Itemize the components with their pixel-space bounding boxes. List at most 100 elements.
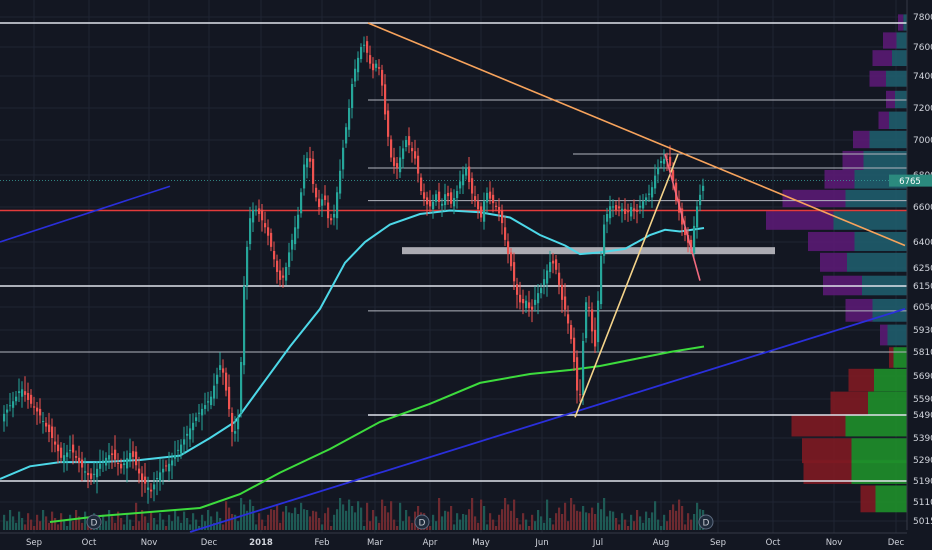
volume-bar xyxy=(516,518,519,530)
candle-body xyxy=(588,307,591,309)
profile-sell-bar xyxy=(880,324,888,346)
candle-body xyxy=(78,457,81,463)
candle-body xyxy=(309,158,312,162)
volume-bar xyxy=(57,524,60,530)
candle-body xyxy=(630,207,633,217)
price-tick-label: 5390 xyxy=(913,434,932,444)
price-tick-label: 5690 xyxy=(913,372,932,382)
volume-bar xyxy=(378,522,381,530)
candle-body xyxy=(198,412,201,414)
candle-body xyxy=(414,151,417,159)
volume-bar xyxy=(186,518,189,530)
volume-bar xyxy=(75,510,78,530)
volume-bar xyxy=(363,526,366,530)
volume-bar xyxy=(462,514,465,530)
candle-body xyxy=(615,205,618,211)
candle-body xyxy=(645,197,648,202)
volume-bar xyxy=(615,518,618,530)
candle-body xyxy=(321,199,324,206)
time-tick-label: Sep xyxy=(26,538,42,548)
candle-body xyxy=(102,460,105,462)
candle-body xyxy=(261,209,264,221)
volume-bar xyxy=(384,506,387,530)
candle-body xyxy=(576,357,579,391)
candle-body xyxy=(459,181,462,189)
candle-body xyxy=(84,471,87,473)
candle-body xyxy=(171,460,174,466)
trendline xyxy=(0,185,171,243)
candle-body xyxy=(18,391,21,394)
candle-body xyxy=(612,206,615,208)
candle-body xyxy=(21,389,24,397)
price-tick-label: 7200 xyxy=(913,104,932,114)
volume-bar xyxy=(618,524,621,530)
candle-body xyxy=(540,288,543,294)
trendlines xyxy=(0,22,906,533)
volume-bar xyxy=(153,518,156,530)
volume-bar xyxy=(567,521,570,530)
candle-body xyxy=(186,433,189,436)
candle-body xyxy=(96,468,99,478)
profile-sell-bar xyxy=(820,252,847,272)
volume-bar xyxy=(564,502,567,530)
candle-body xyxy=(222,368,225,373)
price-tick-label: 7800 xyxy=(913,13,932,23)
price-tick-label: 6050 xyxy=(913,303,932,313)
candle-body xyxy=(285,266,288,281)
candle-body xyxy=(75,456,78,458)
candle-body xyxy=(636,209,639,212)
candle-body xyxy=(327,202,330,219)
candle-body xyxy=(255,209,258,212)
time-tick-label: Oct xyxy=(82,538,97,548)
profile-sell-bar xyxy=(808,231,855,252)
candle-body xyxy=(654,175,657,189)
candle-body xyxy=(600,255,603,305)
candle-body xyxy=(537,293,540,304)
volume-bar xyxy=(105,521,108,530)
candle-body xyxy=(9,405,12,407)
candle-body xyxy=(495,205,498,207)
candle-body xyxy=(648,193,651,195)
volume-bar xyxy=(501,509,504,530)
volume-bar xyxy=(198,526,201,530)
candle-body xyxy=(318,198,321,207)
profile-buy-bar xyxy=(889,111,907,129)
profile-sell-bar xyxy=(766,211,834,230)
candle-body xyxy=(81,459,84,468)
candle-body xyxy=(483,201,486,222)
volume-bar xyxy=(498,514,501,530)
volume-bar xyxy=(276,504,279,530)
candle-body xyxy=(699,194,702,206)
candle-body xyxy=(432,201,435,210)
price-tick-label: 5190 xyxy=(913,477,932,487)
candle-body xyxy=(42,420,45,422)
candle-body xyxy=(288,252,291,267)
candle-body xyxy=(561,284,564,300)
candle-body xyxy=(24,391,27,395)
volume-bar xyxy=(528,526,531,530)
candle-body xyxy=(294,227,297,245)
candle-body xyxy=(195,417,198,421)
candle-body xyxy=(399,157,402,173)
candle-body xyxy=(429,200,432,207)
candle-body xyxy=(405,140,408,147)
volume-bar xyxy=(432,514,435,530)
volume-bar xyxy=(411,522,414,530)
candle-body xyxy=(174,455,177,459)
candle-body xyxy=(693,225,696,254)
candle-body xyxy=(348,108,351,130)
candle-body xyxy=(210,396,213,406)
volume-bar xyxy=(558,507,561,530)
volume-bar xyxy=(249,499,252,530)
dividend-marker xyxy=(698,514,714,530)
profile-buy-bar xyxy=(887,324,907,346)
time-axis[interactable]: Sep Oct Nov Dec 2018 Feb Mar Apr May Jun Jul Aug Sep… xyxy=(26,538,905,548)
volume-bar xyxy=(333,514,336,530)
volume-bar xyxy=(84,511,87,530)
volume-bar xyxy=(594,514,597,530)
support-band-rect xyxy=(402,247,775,255)
volume-bar xyxy=(354,512,357,530)
volume-bar xyxy=(240,498,243,530)
